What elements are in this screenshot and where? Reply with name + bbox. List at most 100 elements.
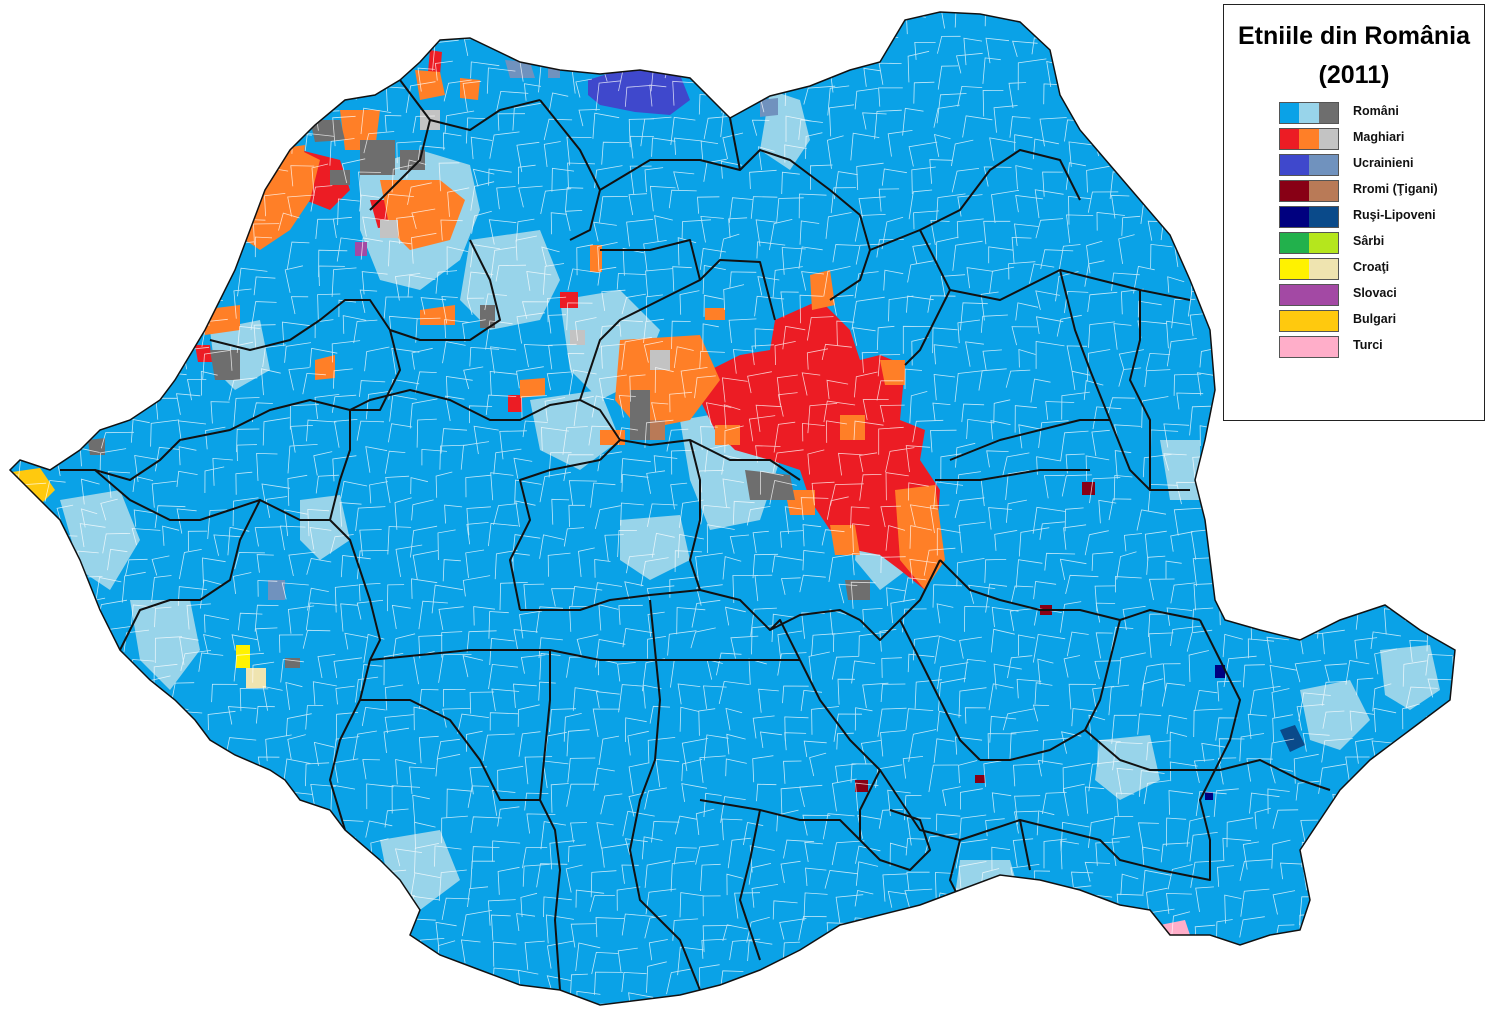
commune-line (987, 941, 1008, 960)
commune-line (1460, 626, 1478, 654)
commune-line (826, 420, 847, 443)
commune-line (125, 262, 153, 283)
hungarian-relative-areas (200, 70, 945, 590)
commune-line (97, 866, 116, 886)
commune-line (964, 707, 986, 724)
commune-line (369, 481, 388, 504)
commune-line (1112, 1001, 1131, 1005)
commune-line (679, 892, 705, 918)
commune-line (930, 429, 957, 453)
commune-line (734, 892, 761, 919)
commune-line (497, 866, 520, 895)
commune-line (700, 426, 718, 450)
commune-line (851, 660, 876, 684)
commune-line (569, 606, 595, 632)
commune-line (1195, 29, 1220, 52)
commune-line (228, 977, 248, 1005)
commune-line (1095, 632, 1113, 659)
commune-line (177, 940, 201, 967)
commune-line (1372, 683, 1392, 712)
commune-line (524, 994, 544, 1005)
commune-line (913, 81, 935, 104)
commune-line (21, 191, 48, 217)
commune-line (1166, 714, 1188, 735)
commune-line (902, 756, 924, 779)
commune-line (1213, 788, 1239, 817)
commune-line (1118, 367, 1142, 387)
commune-line (1138, 822, 1159, 851)
commune-line (22, 509, 50, 532)
commune-line (10, 819, 17, 836)
commune-line (522, 420, 548, 438)
commune-line (302, 1000, 334, 1005)
commune-line (1111, 12, 1130, 35)
commune-line (621, 473, 649, 492)
commune-line (313, 451, 333, 476)
commune-line (236, 940, 256, 962)
commune-line (703, 294, 724, 317)
commune-line (1405, 686, 1438, 710)
commune-line (442, 132, 462, 151)
commune-line (1032, 506, 1066, 534)
commune-line (25, 1002, 54, 1005)
commune-line (675, 815, 697, 835)
commune-line (806, 968, 832, 1000)
commune-line (878, 188, 900, 212)
commune-line (233, 397, 260, 427)
commune-line (1118, 234, 1135, 264)
commune-line (383, 296, 413, 319)
commune-line (1036, 316, 1064, 335)
commune-line (188, 89, 213, 114)
commune-line (283, 758, 311, 781)
commune-line (1062, 762, 1091, 794)
commune-line (249, 813, 276, 834)
commune-line (389, 315, 418, 335)
commune-line (471, 210, 492, 234)
commune-line (307, 587, 329, 611)
commune-line (859, 474, 882, 501)
commune-line (420, 297, 447, 315)
commune-line (1347, 534, 1372, 558)
commune-line (1190, 972, 1211, 998)
commune-line (690, 627, 716, 649)
commune-line (489, 371, 518, 396)
commune-line (200, 370, 218, 396)
commune-line (1328, 865, 1350, 885)
commune-line (903, 577, 927, 603)
commune-line (123, 629, 150, 652)
commune-line (1060, 840, 1080, 870)
commune-line (497, 113, 526, 131)
commune-line (548, 314, 567, 334)
commune-line (1201, 742, 1227, 762)
commune-line (854, 890, 874, 907)
legend-label: Bulgari (1353, 312, 1397, 326)
commune-line (959, 636, 982, 659)
commune-line (616, 273, 646, 290)
commune-line (313, 741, 335, 766)
commune-line (203, 804, 234, 832)
legend-color (1309, 181, 1338, 201)
commune-line (646, 961, 667, 993)
commune-line (1447, 708, 1455, 732)
commune-line (106, 836, 133, 855)
commune-line (1348, 899, 1374, 929)
commune-line (1375, 785, 1398, 809)
commune-line (1060, 430, 1089, 462)
commune-line (723, 404, 741, 429)
commune-line (934, 872, 954, 901)
commune-line (233, 288, 252, 319)
commune-line (938, 677, 966, 711)
commune-line (802, 814, 831, 836)
commune-line (440, 428, 468, 454)
commune-line (781, 247, 806, 275)
commune-line (538, 12, 569, 23)
commune-line (53, 137, 77, 157)
commune-line (578, 109, 600, 127)
commune-line (777, 652, 807, 676)
commune-line (257, 580, 278, 597)
commune-line (488, 522, 519, 547)
commune-line (828, 554, 853, 582)
commune-line (808, 651, 830, 685)
commune-line (1166, 817, 1187, 847)
commune-line (1377, 843, 1402, 872)
